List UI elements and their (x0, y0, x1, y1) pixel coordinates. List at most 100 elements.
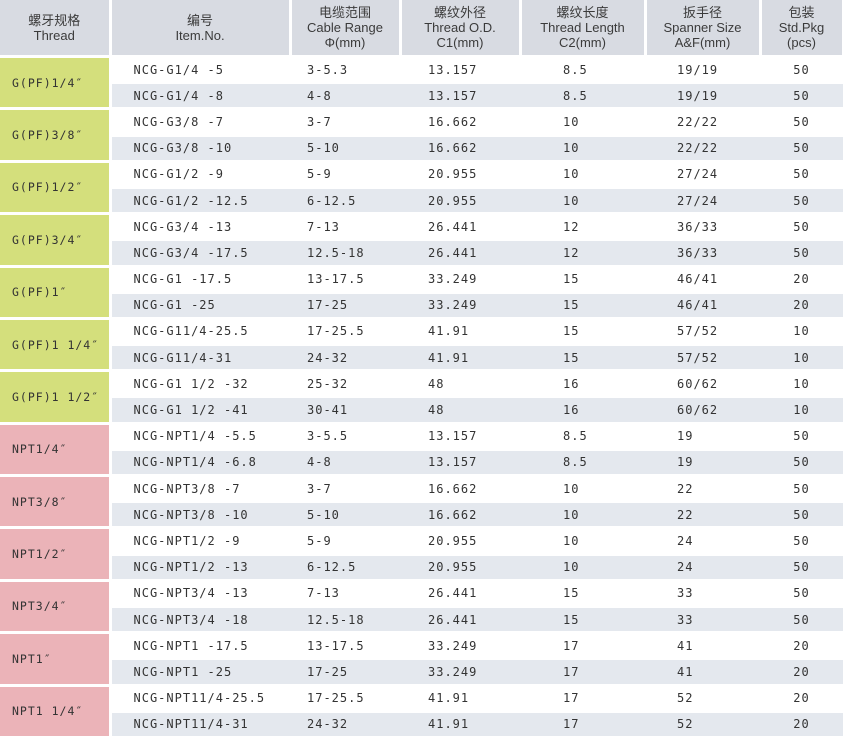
thread-od-cell: 33.249 (400, 292, 520, 320)
table-row: G(PF)1″ NCG-G1 -17.5 13-17.5 33.249 15 46/41 2… (0, 266, 843, 320)
spanner-size-cell: 22 (645, 501, 760, 530)
item-no-cell: NCG-G3/4 -13 (110, 213, 290, 242)
cable-range-cell: 5-9 (290, 161, 400, 189)
header-en: Spanner Size (663, 20, 742, 35)
thread-od-cell: 48 (400, 396, 520, 425)
thread-cell: NPT3/4″ (0, 580, 112, 635)
thread-od-cell: 41.91 (400, 344, 520, 373)
thread-od-cell: 20.955 (400, 187, 520, 216)
cable-range-cell: 25-32 (290, 370, 400, 399)
thread-od-cell: 13.157 (400, 82, 520, 111)
std-pkg-cell: 20 (760, 711, 843, 739)
cable-range-cell: 24-32 (290, 344, 400, 373)
table-row: NPT1/2″ NCG-NPT1/2 -9 5-9 20.955 10 24 50 (0, 527, 843, 582)
table-row: NCG-G1/2 -12.5 6-12.5 20.955 10 27/24 50 (0, 187, 843, 216)
header-cn: 电缆范围 (318, 5, 371, 20)
cable-range-cell: 5-10 (290, 501, 400, 530)
item-no-cell: NCG-NPT3/8 -7 (110, 475, 290, 504)
thread-od-cell: 13.157 (400, 449, 520, 478)
thread-length-cell: 12 (520, 213, 645, 242)
table-row: G(PF)3/4″ NCG-G3/4 -13 7-13 26.441 12 36/33 50 (0, 213, 843, 268)
item-no-cell: NCG-G1/4 -8 (110, 82, 290, 111)
thread-length-cell: 8.5 (520, 82, 645, 111)
item-no-cell: NCG-G3/8 -7 (110, 108, 290, 137)
header-en: C2(mm) (559, 35, 606, 50)
std-pkg-cell: 50 (760, 135, 843, 163)
spanner-size-cell: 22 (645, 475, 760, 504)
table-row: NCG-NPT3/8 -10 5-10 16.662 10 22 50 (0, 501, 843, 530)
thread-od-cell: 16.662 (400, 501, 520, 530)
header-en: Thread Length (540, 20, 625, 35)
cable-range-cell: 3-5.5 (290, 423, 400, 451)
std-pkg-cell: 50 (760, 56, 843, 85)
table-row: NCG-G1/4 -8 4-8 13.157 8.5 19/19 50 (0, 82, 843, 111)
thread-od-cell: 41.91 (400, 685, 520, 713)
thread-od-cell: 26.441 (400, 239, 520, 268)
header-en: Thread O.D. (424, 20, 496, 35)
spanner-size-cell: 33 (645, 580, 760, 608)
item-no-cell: NCG-G1 1/2 -32 (110, 370, 290, 399)
column-header: 包装 Std.Pkg (pcs) (760, 0, 843, 58)
std-pkg-cell: 50 (760, 606, 843, 635)
item-no-cell: NCG-G1 1/2 -41 (110, 396, 290, 425)
cable-range-cell: 5-9 (290, 527, 400, 556)
column-header: 电缆范围 Cable Range Φ(mm) (290, 0, 402, 58)
table-row: NCG-NPT3/4 -18 12.5-18 26.441 15 33 50 (0, 606, 843, 635)
thread-length-cell: 17 (520, 658, 645, 687)
table-row: NPT1 1/4″ NCG-NPT11/4-25.5 17-25.5 41.91 17 5… (0, 685, 843, 739)
item-no-cell: NCG-NPT1/2 -9 (110, 527, 290, 556)
header-en: (pcs) (787, 35, 816, 50)
header-en: Cable Range (307, 20, 383, 35)
spanner-size-cell: 41 (645, 658, 760, 687)
thread-length-cell: 10 (520, 527, 645, 556)
std-pkg-cell: 50 (760, 239, 843, 268)
cable-range-cell: 3-7 (290, 108, 400, 137)
thread-od-cell: 20.955 (400, 527, 520, 556)
header-cn: 螺纹外径 (433, 5, 486, 20)
spanner-size-cell: 22/22 (645, 108, 760, 137)
table-row: G(PF)1/2″ NCG-G1/2 -9 5-9 20.955 10 27/24 50 (0, 161, 843, 216)
thread-length-cell: 15 (520, 318, 645, 347)
table-row: NCG-NPT11/4-31 24-32 41.91 17 52 20 (0, 711, 843, 739)
thread-od-cell: 20.955 (400, 554, 520, 582)
thread-length-cell: 10 (520, 501, 645, 530)
thread-length-cell: 16 (520, 396, 645, 425)
table-row: NCG-G3/8 -10 5-10 16.662 10 22/22 50 (0, 135, 843, 163)
std-pkg-cell: 50 (760, 108, 843, 137)
thread-cell: G(PF)1/2″ (0, 161, 112, 216)
header-en: Item.No. (175, 27, 225, 43)
std-pkg-cell: 10 (760, 370, 843, 399)
spanner-size-cell: 19/19 (645, 56, 760, 85)
header-en: Std.Pkg (778, 20, 825, 35)
thread-od-cell: 33.249 (400, 266, 520, 294)
spanner-size-cell: 52 (645, 685, 760, 713)
spanner-size-cell: 60/62 (645, 396, 760, 425)
std-pkg-cell: 10 (760, 396, 843, 425)
cable-range-cell: 12.5-18 (290, 606, 400, 635)
thread-cell: G(PF)3/8″ (0, 108, 112, 163)
item-no-cell: NCG-G11/4-31 (110, 344, 290, 373)
thread-cell: G(PF)1″ (0, 266, 112, 320)
item-no-cell: NCG-NPT1 -25 (110, 658, 290, 687)
thread-od-cell: 16.662 (400, 475, 520, 504)
thread-length-cell: 10 (520, 135, 645, 163)
spanner-size-cell: 19/19 (645, 82, 760, 111)
std-pkg-cell: 10 (760, 318, 843, 347)
thread-cell: NPT3/8″ (0, 475, 112, 530)
thread-length-cell: 10 (520, 554, 645, 582)
item-no-cell: NCG-NPT1/2 -13 (110, 554, 290, 582)
std-pkg-cell: 50 (760, 161, 843, 189)
thread-od-cell: 26.441 (400, 606, 520, 635)
header-en: A&F(mm) (674, 35, 731, 50)
table-row: NCG-G1 1/2 -41 30-41 48 16 60/62 10 (0, 396, 843, 425)
header-en: C1(mm) (436, 35, 484, 50)
std-pkg-cell: 50 (760, 82, 843, 111)
header-row: 螺牙规格 Thread 编号 Item.No. 电缆范围 Cable Range Φ(mm)… (0, 0, 843, 58)
table-row: NPT3/8″ NCG-NPT3/8 -7 3-7 16.662 10 22 50 (0, 475, 843, 530)
thread-length-cell: 15 (520, 606, 645, 635)
spanner-size-cell: 22/22 (645, 135, 760, 163)
std-pkg-cell: 50 (760, 554, 843, 582)
spanner-size-cell: 19 (645, 423, 760, 451)
spanner-size-cell: 19 (645, 449, 760, 478)
